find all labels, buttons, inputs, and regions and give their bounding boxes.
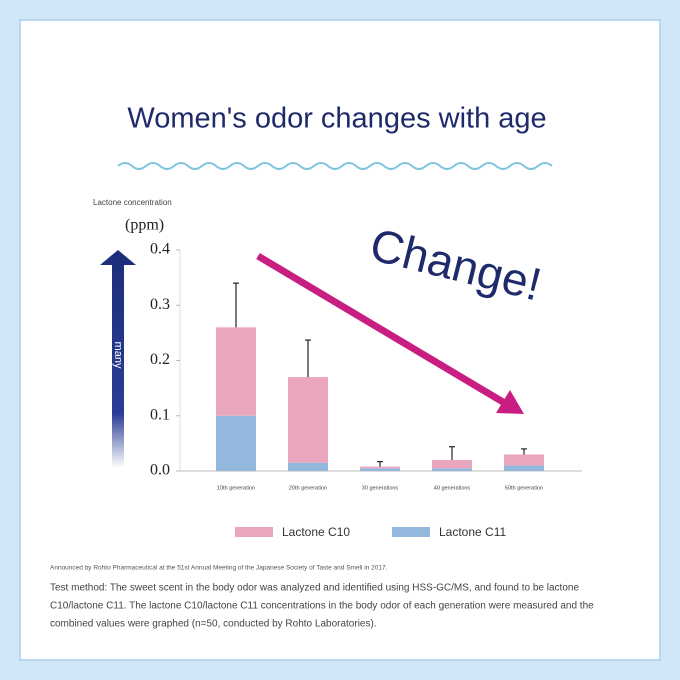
card — [19, 19, 661, 661]
bar-segment — [288, 377, 328, 463]
y-tick-label: 0.0 — [150, 462, 170, 479]
bar-segment — [432, 468, 472, 471]
trend-arrow-head — [496, 390, 524, 414]
source-note: Announced by Rohto Pharmaceutical at the… — [50, 565, 388, 572]
y-axis-caption: Lactone concentration — [93, 198, 172, 207]
x-tick-label: 50th generation — [505, 485, 543, 491]
bar-segment — [432, 459, 472, 469]
arrow-label: many — [112, 342, 124, 369]
bar-segment — [504, 465, 544, 471]
method-text: Test method: The sweet scent in the body… — [50, 583, 579, 594]
wave-divider — [117, 162, 553, 170]
x-tick-label: 40 generations — [434, 485, 471, 491]
y-unit: (ppm) — [125, 217, 164, 234]
y-tick-label: 0.3 — [150, 296, 170, 313]
x-tick-label: 20th generation — [289, 485, 327, 491]
chart-title: Women's odor changes with age — [127, 103, 546, 135]
bar-segment — [216, 415, 256, 471]
y-tick-label: 0.4 — [150, 241, 170, 258]
method-text: C10/lactone C11. The lactone C10/lactone… — [50, 601, 594, 612]
bar-segment — [288, 462, 328, 471]
bar-segment — [360, 468, 400, 471]
legend-label: Lactone C10 — [282, 525, 350, 539]
bar-segment — [504, 454, 544, 466]
method-text: combined values were graphed (n=50, cond… — [50, 619, 377, 630]
bar-segment — [216, 327, 256, 416]
many-arrow — [100, 250, 136, 468]
legend-swatch — [235, 527, 273, 537]
trend-arrow — [256, 252, 510, 409]
y-tick-label: 0.1 — [150, 406, 170, 423]
x-tick-label: 10th generation — [217, 485, 255, 491]
legend-label: Lactone C11 — [439, 525, 506, 539]
bar-segment — [360, 466, 400, 469]
y-tick-label: 0.2 — [150, 351, 170, 368]
x-tick-label: 30 generations — [362, 485, 399, 491]
legend-swatch — [392, 527, 430, 537]
